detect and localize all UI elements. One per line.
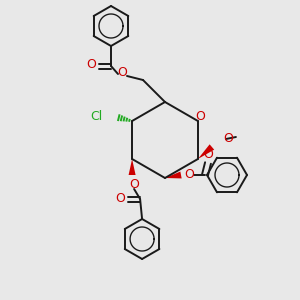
Text: O: O (195, 110, 205, 122)
Text: O: O (223, 133, 233, 146)
Text: O: O (117, 67, 127, 80)
Text: Cl: Cl (90, 110, 102, 124)
Polygon shape (129, 159, 136, 175)
Polygon shape (198, 144, 214, 159)
Polygon shape (165, 172, 181, 178)
Text: O: O (203, 148, 213, 161)
Text: O: O (86, 58, 96, 70)
Text: O: O (129, 178, 139, 190)
Text: O: O (115, 193, 125, 206)
Text: O: O (184, 169, 194, 182)
